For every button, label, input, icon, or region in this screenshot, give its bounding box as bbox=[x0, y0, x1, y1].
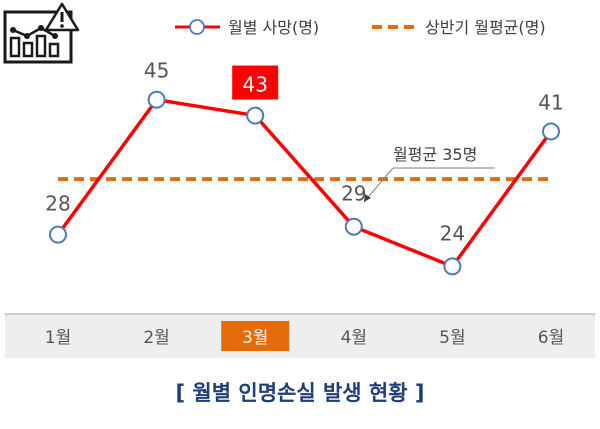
data-label-4: 29 bbox=[341, 182, 366, 206]
data-point-2 bbox=[147, 90, 166, 109]
x-tick-label-6: 6월 bbox=[538, 328, 564, 348]
series-monthly-line bbox=[56, 97, 553, 269]
tick-highlight-box bbox=[221, 321, 290, 351]
data-label-3: 43 bbox=[242, 73, 267, 97]
legend: 월별 사망(명) 상반기 월평균(명) bbox=[175, 18, 546, 37]
data-label-1: 28 bbox=[45, 192, 70, 216]
data-point-4 bbox=[344, 217, 363, 236]
data-label-5: 24 bbox=[440, 221, 465, 245]
x-tick-label-3: 3월 bbox=[242, 328, 268, 348]
chart-caption: [ 월별 인명손실 발생 현황 ] bbox=[176, 381, 425, 405]
legend-item-monthly: 월별 사망(명) bbox=[175, 18, 319, 37]
data-point-1 bbox=[49, 225, 67, 244]
x-tick-label-1: 1월 bbox=[45, 328, 71, 348]
x-axis-band bbox=[5, 314, 595, 358]
data-label-6: 41 bbox=[538, 90, 563, 114]
x-tick-label-5: 5월 bbox=[439, 328, 465, 348]
chart-warning-icon bbox=[3, 2, 80, 64]
legend-label-average: 상반기 월평균(명) bbox=[425, 18, 546, 37]
data-point-3 bbox=[246, 106, 265, 125]
data-label-2: 45 bbox=[144, 59, 169, 83]
annotation-text: 월평균 35명 bbox=[393, 145, 477, 164]
data-point-6 bbox=[542, 122, 560, 141]
legend-item-average: 상반기 월평균(명) bbox=[372, 18, 546, 37]
x-tick-label-2: 2월 bbox=[143, 328, 169, 348]
data-point-5 bbox=[443, 257, 462, 276]
data-label-highlight-box bbox=[232, 65, 279, 100]
annotation: 월평균 35명 bbox=[363, 145, 495, 203]
legend-label-monthly: 월별 사망(명) bbox=[228, 18, 319, 37]
x-tick-label-4: 4월 bbox=[341, 328, 367, 348]
